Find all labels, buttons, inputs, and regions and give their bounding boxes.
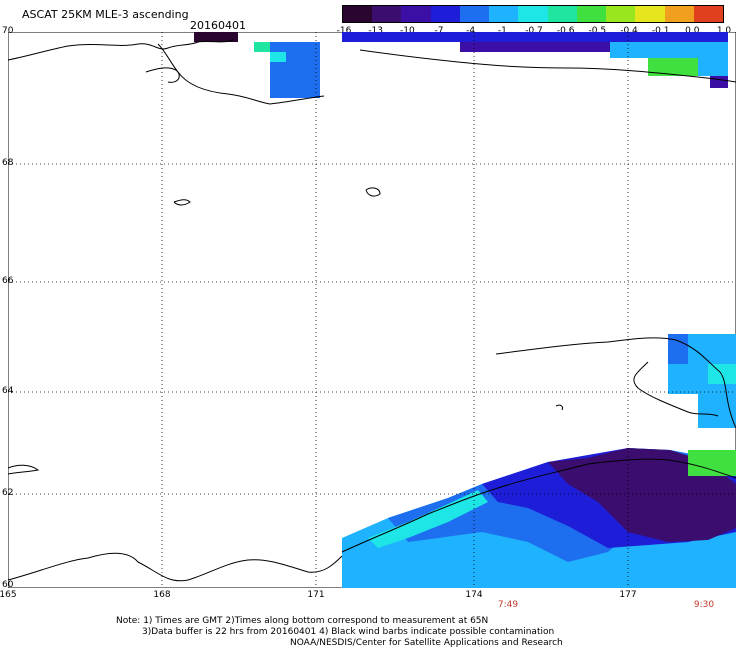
map-date: 20160401 [190,19,246,32]
time-label-930: 9:30 [693,600,715,610]
colorbar-swatch [635,6,665,22]
map-plot [8,32,736,588]
colorbar-label: -0.6 [556,26,575,36]
colorbar-label: -4 [466,26,476,36]
colorbar-label: -16 [336,26,352,36]
lat-label-60: 60 [2,580,14,590]
time-label-749: 7:49 [497,600,519,610]
lon-label-168: 168 [153,590,171,600]
colorbar-label: -7 [434,26,444,36]
colorbar-label: 0.0 [685,26,700,36]
map-gridlines [8,32,736,588]
colorbar-label: -0.1 [651,26,670,36]
colorbar-label: -10 [399,26,415,36]
colorbar-swatch [576,6,607,22]
map-title: ASCAT 25KM MLE-3 ascending [22,8,189,21]
colorbar-label: -13 [368,26,384,36]
coastlines [8,39,736,582]
lon-label-171: 171 [307,590,325,600]
colorbar-swatch [343,6,373,22]
colorbar-label: -1 [497,26,507,36]
colorbar-label: -0.5 [588,26,607,36]
colorbar-labels: -16 -13 -10 -7 -4 -1 -0.7 -0.6 -0.5 -0.4 -0.1 0.0 1.… [330,26,740,38]
footnote-line-1: Note: 1) Times are GMT 2)Times along bot… [116,616,489,626]
colorbar-label: -0.7 [525,26,543,36]
colorbar-swatch [430,6,460,22]
lon-label-174: 174 [465,590,483,600]
colorbar-swatch [518,6,548,22]
lat-label-64: 64 [2,386,14,396]
colorbar-swatch [459,6,490,22]
swath-bottom [342,448,736,588]
lat-label-66: 66 [2,276,14,286]
lat-label-70: 70 [2,26,14,36]
lat-label-62: 62 [2,488,14,498]
colorbar-swatch [489,6,519,22]
colorbar [342,5,724,23]
colorbar-label: -0.4 [620,26,638,36]
footnote-line-3: NOAA/NESDIS/Center for Satellite Applica… [290,638,563,648]
footnote-line-2: 3)Data buffer is 22 hrs from 20160401 4)… [142,627,555,637]
lat-label-68: 68 [2,158,14,168]
colorbar-swatch [664,6,694,22]
colorbar-swatch [372,6,402,22]
colorbar-swatch [693,6,724,22]
colorbar-swatch [606,6,636,22]
lon-label-165: 165 [0,590,17,600]
swath-top [194,32,728,98]
lon-label-177: 177 [619,590,637,600]
colorbar-swatch [401,6,431,22]
colorbar-swatch [547,6,577,22]
colorbar-label: 1.0 [716,26,732,36]
